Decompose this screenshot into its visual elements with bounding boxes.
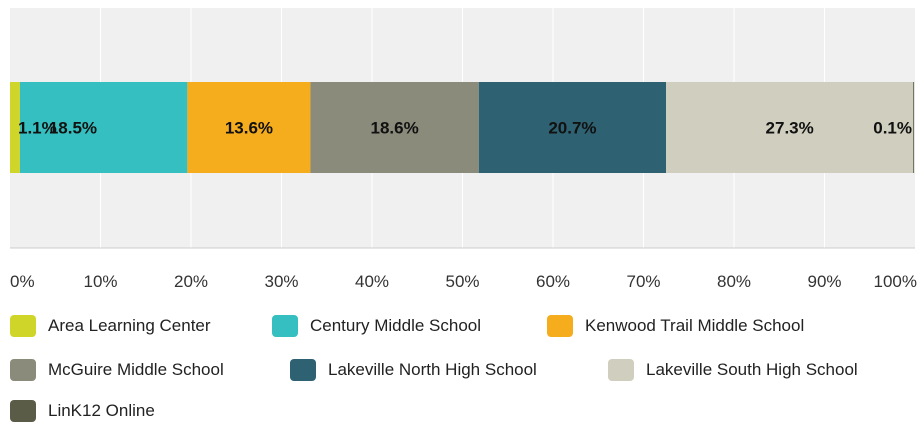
legend-swatch: [10, 400, 36, 422]
x-tick-label: 80%: [717, 272, 751, 291]
legend-item[interactable]: Lakeville South High School: [608, 358, 858, 382]
stacked-bar-chart: 1.1%18.5% 13.6% 18.6% 20.7% 27.3% 0.1% 0% 10% 2…: [10, 8, 917, 291]
x-tick-label: 50%: [445, 272, 479, 291]
legend-swatch: [272, 315, 298, 337]
legend-item[interactable]: Lakeville North High School: [290, 358, 537, 382]
legend-swatch: [10, 359, 36, 381]
legend-item[interactable]: Kenwood Trail Middle School: [547, 314, 804, 338]
legend-swatch: [10, 315, 36, 337]
legend-item[interactable]: Area Learning Center: [10, 314, 211, 338]
legend-label: McGuire Middle School: [48, 360, 224, 379]
bar-data-label: 0.1%: [873, 119, 912, 138]
legend-label: Lakeville South High School: [646, 360, 858, 379]
legend-label: Century Middle School: [310, 316, 482, 335]
legend-item[interactable]: LinK12 Online: [10, 399, 155, 423]
legend-item[interactable]: McGuire Middle School: [10, 358, 224, 382]
x-tick-label: 100%: [874, 272, 917, 291]
legend-item[interactable]: Century Middle School: [272, 314, 481, 338]
x-tick-label: 10%: [83, 272, 117, 291]
bar-segment[interactable]: [310, 82, 479, 173]
bar-data-label: 13.6%: [225, 119, 273, 138]
bar-segment[interactable]: [19, 82, 188, 173]
x-tick-label: 30%: [264, 272, 298, 291]
legend-label: Kenwood Trail Middle School: [585, 316, 805, 335]
bar-segments: [10, 82, 915, 173]
bar-data-label: 18.6%: [371, 119, 419, 138]
bar-data-label: 1.1%: [18, 119, 57, 138]
legend-swatch: [290, 359, 316, 381]
x-tick-label: 0%: [10, 272, 35, 291]
bar-segment[interactable]: [478, 82, 667, 173]
legend-swatch: [547, 315, 573, 337]
bar-segment[interactable]: [666, 82, 914, 173]
x-tick-label: 60%: [536, 272, 570, 291]
legend-label: Area Learning Center: [48, 316, 211, 335]
bar-segment[interactable]: [10, 82, 20, 173]
x-tick-label: 70%: [626, 272, 660, 291]
x-tick-label: 90%: [807, 272, 841, 291]
x-tick-label: 40%: [355, 272, 389, 291]
legend-label: LinK12 Online: [48, 401, 155, 420]
bar-data-label: 27.3%: [766, 119, 814, 138]
legend-label: Lakeville North High School: [328, 360, 537, 379]
bar-segment[interactable]: [187, 82, 311, 173]
legend-swatch: [608, 359, 634, 381]
bar-data-label: 20.7%: [548, 119, 596, 138]
bar-data-labels: 1.1%18.5% 13.6% 18.6% 20.7% 27.3% 0.1%: [18, 119, 912, 138]
bar-data-label: 18.5%: [49, 119, 97, 138]
x-tick-label: 20%: [174, 272, 208, 291]
bar-segment[interactable]: [913, 82, 915, 173]
x-axis-tick-labels: 0% 10% 20% 30% 40% 50% 60% 70% 80% 90% 100%: [10, 272, 917, 291]
